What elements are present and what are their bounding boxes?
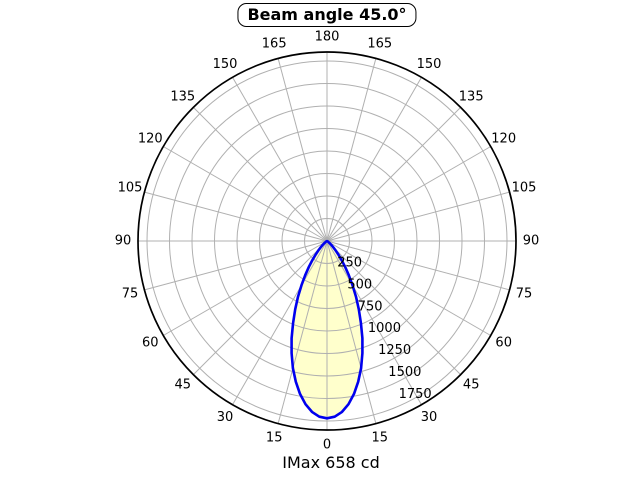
angle-tick-label: 45 xyxy=(175,378,192,393)
angle-tick-label: 150 xyxy=(417,57,442,72)
grid-spoke xyxy=(326,107,461,242)
grid-spoke xyxy=(326,77,422,242)
angle-tick-label: 120 xyxy=(491,132,516,147)
chart-title: Beam angle 45.0° xyxy=(247,5,407,24)
angle-tick-label: 30 xyxy=(421,410,438,425)
radial-tick-label: 1250 xyxy=(378,343,411,358)
radial-tick-label: 750 xyxy=(358,299,383,314)
grid-spoke xyxy=(326,240,461,375)
grid-spoke xyxy=(193,107,328,242)
beam-curve xyxy=(290,239,364,420)
radial-tick-label: 1750 xyxy=(399,387,432,402)
angle-tick-label: 60 xyxy=(142,336,159,351)
angle-tick-label: 75 xyxy=(122,286,139,301)
angle-tick-label: 120 xyxy=(138,132,163,147)
angle-tick-label: 90 xyxy=(523,234,540,249)
grid-spoke xyxy=(232,240,328,405)
angle-tick-label: 30 xyxy=(217,410,234,425)
grid-spoke xyxy=(326,240,491,336)
grid-spoke xyxy=(163,146,328,242)
grid-spoke xyxy=(326,240,377,424)
grid-spoke xyxy=(193,240,328,375)
radial-tick-labels: 250 500 750 1000 1250 1500 1750 xyxy=(337,255,431,402)
angle-tick-label: 150 xyxy=(213,57,238,72)
grid-spoke xyxy=(232,77,328,242)
grid-spoke xyxy=(326,58,377,242)
radial-tick-label: 1500 xyxy=(388,365,421,380)
grid-spoke xyxy=(326,191,510,242)
radial-tick-label: 1000 xyxy=(368,321,401,336)
angle-tick-label: 165 xyxy=(367,37,392,52)
angle-tick-label: 0 xyxy=(323,438,331,453)
polar-spine xyxy=(137,51,517,431)
angle-tick-label: 135 xyxy=(170,89,195,104)
grid-spoke xyxy=(277,58,328,242)
angle-grid xyxy=(138,52,516,430)
grid-spoke xyxy=(277,240,328,424)
angle-tick-label: 45 xyxy=(463,378,480,393)
angle-tick-label: 60 xyxy=(495,336,512,351)
grid-spoke xyxy=(326,146,491,242)
grid-spoke xyxy=(144,191,328,242)
angle-tick-label: 75 xyxy=(516,286,533,301)
chart-title-box: Beam angle 45.0° xyxy=(237,3,417,27)
radial-tick-label: 250 xyxy=(337,255,362,270)
angle-tick-label: 15 xyxy=(372,431,389,446)
angle-tick-label: 135 xyxy=(459,89,484,104)
angle-tick-label: 90 xyxy=(115,234,132,249)
angle-tick-label: 165 xyxy=(262,37,287,52)
radial-tick-label: 500 xyxy=(347,277,372,292)
grid-spoke xyxy=(144,240,328,291)
angle-tick-label: 105 xyxy=(118,181,143,196)
imax-label: IMax 658 cd xyxy=(282,453,380,472)
angle-tick-labels: 0 15 15 30 30 45 45 60 60 75 75 90 90 105 105 120 120 135… xyxy=(115,30,540,453)
grid-spoke xyxy=(326,240,422,405)
angle-tick-label: 15 xyxy=(266,431,283,446)
angle-tick-label: 180 xyxy=(315,30,340,45)
grid-spoke xyxy=(163,240,328,336)
grid-spoke xyxy=(326,240,510,291)
angle-tick-label: 105 xyxy=(512,181,537,196)
